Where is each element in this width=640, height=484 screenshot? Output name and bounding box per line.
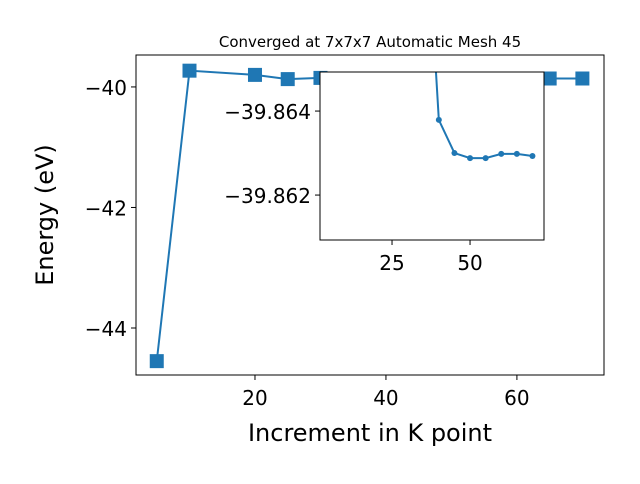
y-axis-label: Energy (eV) bbox=[31, 144, 59, 286]
marker bbox=[498, 150, 505, 157]
plot-area bbox=[320, 72, 544, 240]
marker bbox=[247, 67, 262, 82]
y-tick-label: −39.862 bbox=[224, 184, 311, 208]
marker bbox=[482, 155, 489, 162]
y-tick-label: −40 bbox=[85, 76, 127, 100]
marker bbox=[280, 72, 295, 87]
marker bbox=[451, 150, 458, 157]
x-tick-label: 60 bbox=[504, 386, 529, 410]
x-axis-label: Increment in K point bbox=[248, 419, 492, 447]
marker bbox=[542, 71, 557, 86]
y-tick-label: −44 bbox=[85, 317, 127, 341]
axes-frame bbox=[319, 71, 545, 241]
marker bbox=[435, 116, 442, 123]
x-tick-label: 40 bbox=[373, 386, 398, 410]
x-tick-label: 20 bbox=[242, 386, 267, 410]
marker bbox=[182, 63, 197, 78]
chart-title: Converged at 7x7x7 Automatic Mesh 45 bbox=[219, 33, 521, 51]
y-tick-label: −39.864 bbox=[224, 100, 311, 124]
axes-frame bbox=[135, 54, 605, 376]
marker bbox=[575, 71, 590, 86]
series bbox=[434, 72, 536, 162]
marker bbox=[513, 150, 520, 157]
y-tick-label: −42 bbox=[85, 196, 127, 220]
marker bbox=[529, 153, 536, 159]
x-tick-label: 50 bbox=[457, 251, 482, 275]
x-tick-label: 25 bbox=[379, 251, 404, 275]
marker bbox=[149, 354, 164, 369]
marker bbox=[467, 155, 474, 162]
